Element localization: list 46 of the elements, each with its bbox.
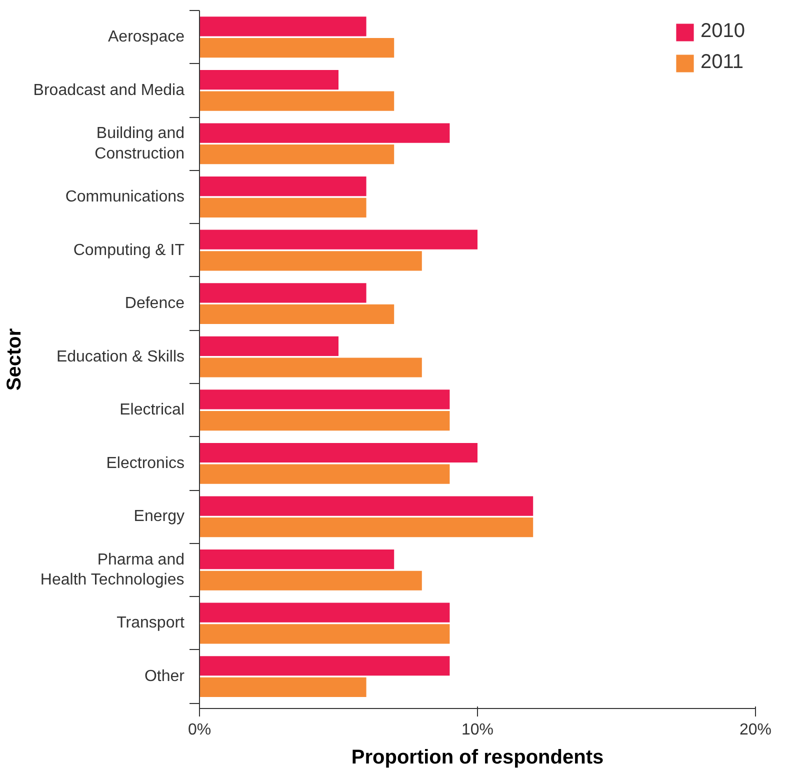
bar [200, 518, 534, 538]
bar [200, 176, 366, 196]
bar [200, 230, 478, 250]
bar [200, 570, 422, 590]
y-tick-label: Electronics [106, 454, 184, 472]
legend-label: 2011 [700, 51, 744, 74]
y-tick-label: Electrical [120, 402, 184, 419]
bar [200, 677, 366, 697]
bar [200, 336, 338, 356]
y-tick-label: Building and Construction [94, 125, 185, 162]
bar [200, 390, 450, 410]
bar [200, 144, 394, 164]
y-tick-label: Broadcast and Media [33, 82, 185, 99]
y-tick-label: Aerospace [108, 28, 185, 46]
bar [200, 16, 366, 36]
bar [200, 358, 422, 378]
x-tick-label: 0% [188, 722, 212, 738]
bar [200, 251, 422, 271]
bar [200, 283, 366, 303]
y-tick-label: Computing & IT [73, 242, 185, 259]
x-axis-title: Proportion of respondents [351, 746, 604, 768]
bar [200, 198, 366, 218]
bar [200, 496, 534, 516]
bar [200, 91, 394, 111]
y-tick-label: Transport [116, 614, 186, 632]
bar [200, 123, 450, 143]
bar [200, 602, 450, 622]
bar [200, 656, 450, 676]
bar [200, 464, 450, 484]
y-axis-title: Sector [3, 328, 26, 391]
bar [200, 442, 478, 463]
x-tick-label: 10% [461, 722, 494, 738]
bar [200, 304, 394, 324]
y-tick-label: Other [144, 668, 186, 686]
bar [200, 70, 338, 90]
x-tick-label: 20% [739, 722, 772, 738]
bar [200, 624, 450, 644]
legend-label: 2010 [700, 20, 745, 43]
y-tick-label: Communications [65, 188, 184, 206]
y-tick-label: Defence [124, 295, 185, 312]
y-tick-label: Pharma and Health Technologies [40, 551, 185, 589]
bar [200, 410, 450, 431]
bar [200, 550, 394, 570]
y-tick-label: Energy [134, 508, 185, 526]
y-tick-label: Education & Skills [56, 348, 184, 366]
bar [200, 38, 394, 58]
